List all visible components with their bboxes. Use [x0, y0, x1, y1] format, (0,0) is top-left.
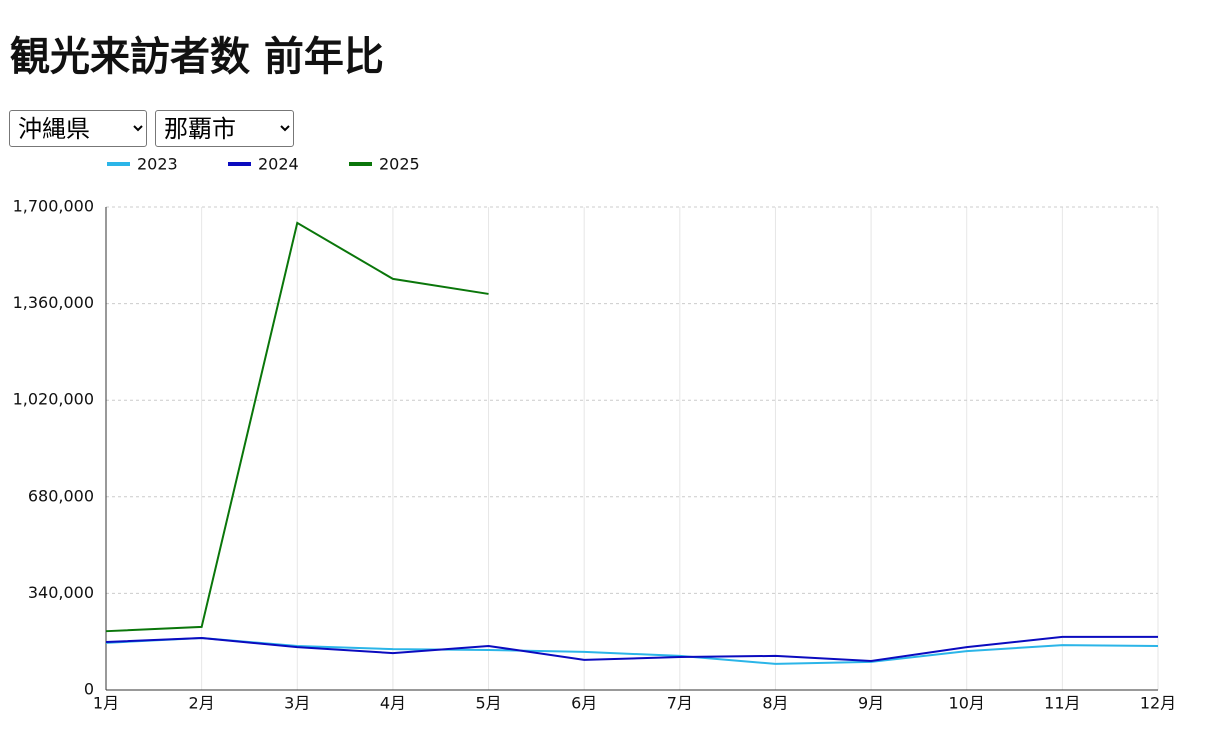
- legend-label: 2024: [258, 155, 299, 174]
- x-tick-label: 5月: [475, 694, 501, 713]
- x-tick-label: 4月: [380, 694, 406, 713]
- x-tick-label: 3月: [284, 694, 310, 713]
- y-tick-label: 1,360,000: [13, 293, 94, 312]
- y-tick-label: 1,700,000: [13, 197, 94, 216]
- x-tick-label: 7月: [667, 694, 693, 713]
- legend-label: 2025: [379, 155, 420, 174]
- y-tick-label: 680,000: [28, 486, 94, 505]
- x-tick-label: 8月: [762, 694, 788, 713]
- x-tick-label: 6月: [571, 694, 597, 713]
- x-tick-label: 9月: [858, 694, 884, 713]
- city-select[interactable]: 那覇市: [155, 110, 294, 147]
- x-tick-label: 12月: [1140, 694, 1176, 713]
- prefecture-select[interactable]: 沖縄県: [9, 110, 147, 147]
- line-series: [105, 635, 1158, 663]
- y-tick-label: 340,000: [28, 583, 94, 602]
- x-tick-label: 10月: [949, 694, 985, 713]
- y-tick-label: 1,020,000: [13, 390, 94, 409]
- x-tick-label: 1月: [93, 694, 119, 713]
- legend-label: 2023: [137, 155, 178, 174]
- x-tick-label: 2月: [189, 694, 215, 713]
- y-tick-label: 0: [84, 680, 94, 699]
- line-series: [105, 221, 489, 633]
- page-title: 観光来訪者数 前年比: [10, 34, 384, 80]
- x-tick-label: 11月: [1044, 694, 1080, 713]
- line-series: [105, 637, 1159, 665]
